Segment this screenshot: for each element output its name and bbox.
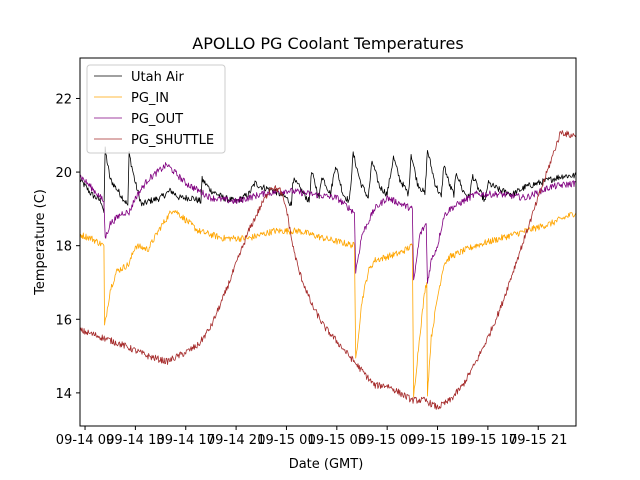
legend-box <box>86 64 226 154</box>
y-axis-label: Temperature (C) <box>33 189 48 296</box>
series-line-pg-in <box>80 210 576 398</box>
x-axis-label: Date (GMT) <box>289 457 364 472</box>
legend-label-pg-shuttle: PG_SHUTTLE <box>131 133 214 148</box>
series-line-utah-air <box>80 146 576 213</box>
x-tick-label: 09-14 17 <box>157 433 215 448</box>
y-tick-label: 20 <box>55 166 72 181</box>
y-tick-label: 14 <box>55 387 72 402</box>
x-tick-label: 09-15 09 <box>358 433 416 448</box>
legend-label-pg-out: PG_OUT <box>131 112 183 127</box>
series-line-pg-shuttle <box>80 130 576 410</box>
plot-frame <box>79 57 577 427</box>
legend-label-pg-in: PG_IN <box>131 91 169 106</box>
series-layer <box>80 130 576 410</box>
series-line-pg-out <box>80 162 576 284</box>
y-tick-label: 18 <box>55 240 72 255</box>
x-tick-label: 09-15 17 <box>459 433 517 448</box>
x-tick-label: 09-14 13 <box>106 433 164 448</box>
x-tick-label: 09-15 01 <box>257 433 315 448</box>
x-tick-label: 09-15 13 <box>408 433 466 448</box>
legend-label-utah-air: Utah Air <box>131 70 184 85</box>
x-tick-label: 09-15 21 <box>509 433 567 448</box>
x-tick-label: 09-15 05 <box>308 433 366 448</box>
y-tick-label: 22 <box>55 92 72 107</box>
y-axis: 14 16 18 20 22 <box>55 92 80 402</box>
x-tick-label: 09-14 09 <box>56 433 114 448</box>
x-tick-label: 09-14 21 <box>207 433 265 448</box>
chart-title: APOLLO PG Coolant Temperatures <box>192 34 463 53</box>
y-tick-label: 16 <box>55 313 72 328</box>
legend: Utah Air PG_IN PG_OUT PG_SHUTTLE <box>86 64 226 154</box>
